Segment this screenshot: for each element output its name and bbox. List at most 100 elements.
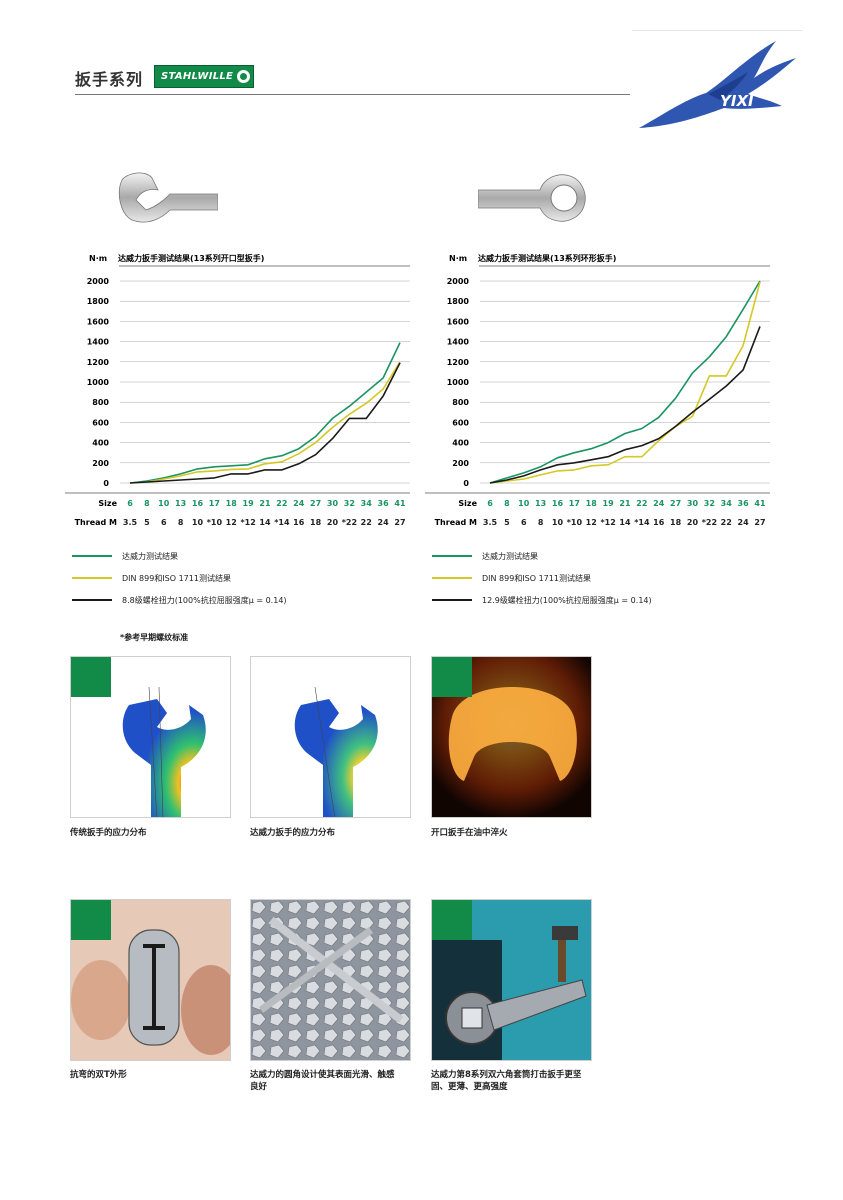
thread-tick-label: *14 xyxy=(274,518,290,527)
y-tick-label: 1000 xyxy=(87,378,110,387)
eagle-logo-text: YIXI xyxy=(720,92,754,110)
y-tick-label: 2000 xyxy=(87,277,110,286)
ring-torque-chart: N·m 达威力扳手测试结果(13系列环形扳手) Size Thread M 0 2… xyxy=(425,253,770,527)
thread-tick-label: 6 xyxy=(161,518,167,527)
y-tick-label: 400 xyxy=(92,439,109,448)
ring-wrench-icon xyxy=(478,174,586,222)
size-tick-label: 17 xyxy=(569,499,580,508)
size-tick-label: 21 xyxy=(619,499,631,508)
header-divider xyxy=(75,94,630,95)
size-tick-label: 32 xyxy=(344,499,355,508)
photo-caption: 开口扳手在油中淬火 xyxy=(431,828,508,838)
size-tick-label: 22 xyxy=(276,499,287,508)
size-tick-label: 19 xyxy=(603,499,615,508)
stahlwille-logo: STAHLWILLE xyxy=(154,65,254,88)
size-tick-label: 17 xyxy=(209,499,220,508)
size-tick-label: 34 xyxy=(721,499,733,508)
size-tick-label: 41 xyxy=(754,499,766,508)
corner-divider xyxy=(632,30,802,31)
y-tick-label: 1600 xyxy=(87,317,110,326)
size-tick-label: 27 xyxy=(670,499,681,508)
y-tick-label: 0 xyxy=(463,479,469,488)
series-line-0 xyxy=(129,342,401,484)
series-line-2 xyxy=(489,326,761,484)
green-marker xyxy=(71,900,111,940)
y-tick-label: 1400 xyxy=(447,338,470,347)
legend-chart-2: 达威力测试结果 DIN 899和ISO 1711测试结果 12.9级螺栓扭力(1… xyxy=(432,545,652,611)
stress-wrench-icon xyxy=(294,686,378,817)
thread-tick-label: 27 xyxy=(754,518,765,527)
thread-tick-label: *10 xyxy=(567,518,583,527)
size-tick-label: 32 xyxy=(704,499,715,508)
size-tick-label: 24 xyxy=(293,499,305,508)
green-marker xyxy=(432,657,472,697)
size-tick-label: 27 xyxy=(310,499,321,508)
size-tick-label: 16 xyxy=(552,499,564,508)
size-tick-label: 18 xyxy=(226,499,238,508)
thread-tick-label: 14 xyxy=(619,518,631,527)
size-tick-label: 24 xyxy=(653,499,665,508)
y-tick-label: 1200 xyxy=(447,358,470,367)
photo-double-t-profile xyxy=(70,899,231,1061)
size-tick-label: 18 xyxy=(586,499,598,508)
chart-title: 达威力扳手测试结果(13系列环形扳手) xyxy=(478,253,616,263)
stress-wrench-icon xyxy=(122,686,206,817)
thread-tick-label: *14 xyxy=(634,518,650,527)
thread-tick-label: 5 xyxy=(504,518,510,527)
legend-item: DIN 899和ISO 1711测试结果 xyxy=(72,567,287,589)
thread-tick-label: *12 xyxy=(240,518,255,527)
thread-tick-label: *22 xyxy=(342,518,357,527)
legend-item: 达威力测试结果 xyxy=(432,545,652,567)
thread-tick-label: *22 xyxy=(702,518,717,527)
thread-tick-label: 24 xyxy=(738,518,750,527)
chart-ylabel: N·m xyxy=(449,254,467,263)
size-tick-label: 10 xyxy=(158,499,170,508)
size-tick-label: 13 xyxy=(175,499,186,508)
thread-tick-label: 27 xyxy=(394,518,405,527)
thread-tick-label: 16 xyxy=(293,518,305,527)
y-tick-label: 800 xyxy=(452,398,469,407)
thread-tick-label: 20 xyxy=(687,518,699,527)
size-tick-label: 34 xyxy=(361,499,373,508)
page-title: 扳手系列 xyxy=(75,70,144,89)
size-tick-label: 6 xyxy=(127,499,133,508)
y-tick-label: 1000 xyxy=(447,378,470,387)
size-tick-label: 36 xyxy=(738,499,750,508)
size-tick-label: 21 xyxy=(259,499,271,508)
logo-ring-icon xyxy=(237,70,250,83)
thread-tick-label: 24 xyxy=(378,518,390,527)
legend-item: 8.8级螺栓扭力(100%抗拉屈服强度μ = 0.14) xyxy=(72,589,287,611)
thread-axis-label: Thread M xyxy=(75,518,117,527)
series-line-1 xyxy=(489,281,761,484)
size-axis-label: Size xyxy=(458,499,477,508)
thread-tick-label: 8 xyxy=(538,518,544,527)
size-axis-label: Size xyxy=(98,499,117,508)
photo-caption: 达威力第8系列双六角套筒打击扳手更坚固、更薄、更高强度 xyxy=(431,1070,582,1092)
glowing-wrench-icon xyxy=(432,657,591,817)
thread-tick-label: 18 xyxy=(670,518,682,527)
open-end-wrench-icon xyxy=(118,172,218,223)
thread-tick-label: *10 xyxy=(207,518,223,527)
thread-tick-label: 18 xyxy=(310,518,322,527)
thread-tick-label: 14 xyxy=(259,518,271,527)
y-tick-label: 2000 xyxy=(447,277,470,286)
photo-caption: 传统扳手的应力分布 xyxy=(70,828,147,838)
thread-tick-label: 10 xyxy=(552,518,564,527)
size-tick-label: 30 xyxy=(687,499,699,508)
size-tick-label: 30 xyxy=(327,499,339,508)
footnote: *参考早期螺纹标准 xyxy=(120,633,189,642)
thread-tick-label: *12 xyxy=(600,518,615,527)
photo-caption: 达威力扳手的应力分布 xyxy=(250,828,336,838)
open-end-torque-chart: N·m 达威力扳手测试结果(13系列开口型扳手) Size Thread M 0… xyxy=(65,253,410,527)
size-tick-label: 10 xyxy=(518,499,530,508)
y-tick-label: 200 xyxy=(92,459,109,468)
green-marker xyxy=(432,900,472,940)
photo-impact-wrench xyxy=(431,899,592,1061)
y-tick-label: 1800 xyxy=(447,297,470,306)
y-tick-label: 1200 xyxy=(87,358,110,367)
thread-tick-label: 5 xyxy=(144,518,150,527)
chart-title: 达威力扳手测试结果(13系列开口型扳手) xyxy=(118,253,264,263)
size-tick-label: 41 xyxy=(394,499,406,508)
series-line-2 xyxy=(129,362,401,484)
y-tick-label: 1600 xyxy=(447,317,470,326)
